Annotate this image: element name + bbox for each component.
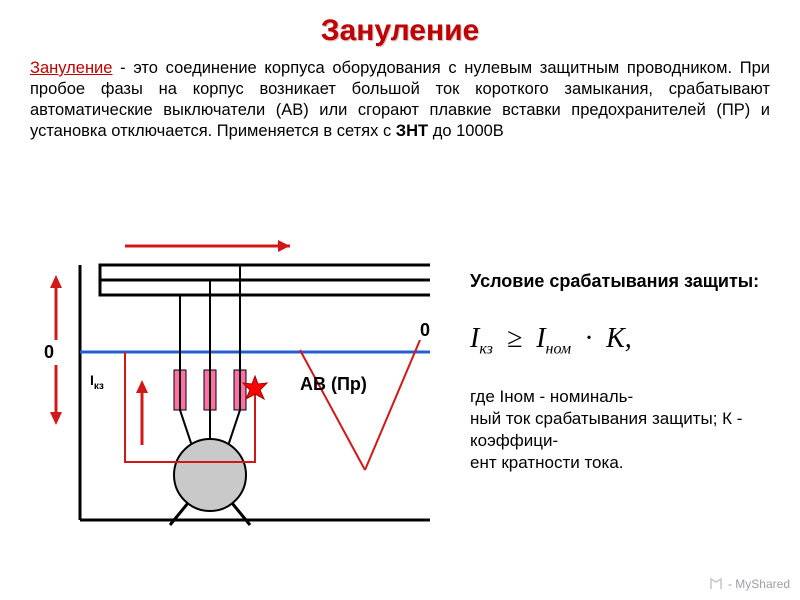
label-ab-pr: АВ (Пр) <box>300 374 367 395</box>
formula: Iкз ≥ Iном · К, <box>470 323 770 359</box>
label-zero-right: 0 <box>420 320 430 341</box>
label-zero-left: 0 <box>44 342 54 363</box>
arrow-top <box>125 240 290 252</box>
keyword-zanulenie: Зануление <box>30 59 112 77</box>
definition-paragraph: Зануление - это соединение корпуса обору… <box>0 48 800 142</box>
arrow-ikz-down <box>50 365 62 425</box>
page-title: Зануление <box>0 0 800 48</box>
para-bold-znt: ЗНТ <box>396 122 428 140</box>
arrow-ikz-up <box>50 275 62 340</box>
para-text-2: до 1000В <box>428 122 504 140</box>
condition-title: Условие срабатывания защиты: <box>470 270 770 293</box>
explanation-text: где Iном - номиналь-ный ток срабатывания… <box>470 386 770 474</box>
arrow-fault-up <box>136 380 148 445</box>
label-ikz: Iкз <box>90 372 104 392</box>
circuit-diagram: 0 0 Iкз АВ (Пр) <box>30 220 450 540</box>
watermark: - MyShared <box>708 576 790 592</box>
right-column: Условие срабатывания защиты: Iкз ≥ Iном … <box>470 270 770 474</box>
watermark-text: - MyShared <box>728 577 790 591</box>
watermark-icon <box>708 576 724 592</box>
